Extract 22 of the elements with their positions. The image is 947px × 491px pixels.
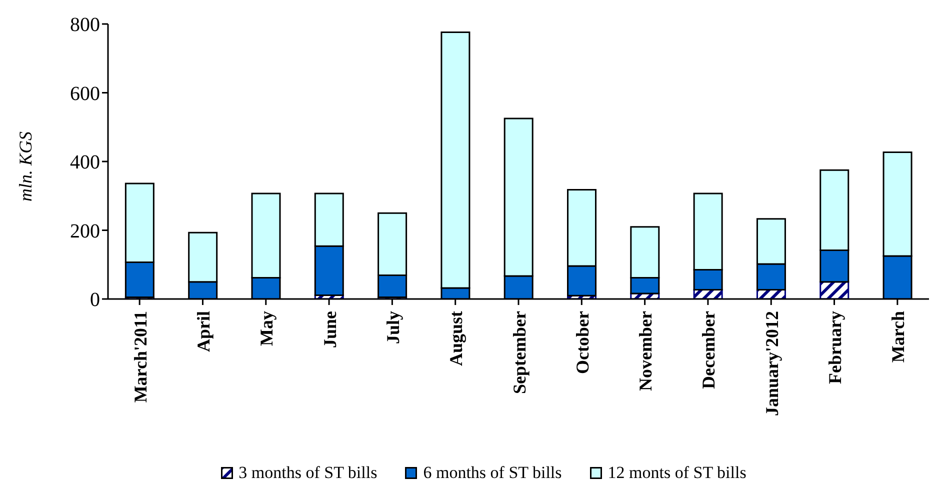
legend-label: 12 monts of ST bills (608, 463, 746, 483)
x-tick-label: November (636, 311, 656, 391)
x-tick-label: January'2012 (762, 311, 782, 416)
x-tick-label: February (825, 311, 846, 384)
y-tick-label: 400 (70, 152, 100, 174)
y-axis-title: mln. KGS (15, 131, 36, 202)
x-tick-label: April (194, 311, 214, 352)
y-tick-label: 800 (70, 14, 100, 36)
x-tick-label: July (382, 311, 403, 344)
x-tick-label: September (509, 310, 530, 394)
y-tick-label: 200 (70, 220, 100, 242)
x-tick-label: June (320, 310, 340, 348)
x-tick-label: August (446, 311, 466, 366)
x-tick-label: March'2011 (130, 311, 150, 403)
x-tick-label: March (888, 311, 908, 363)
x-tick-label: December (698, 310, 719, 389)
x-tick-label: May (256, 311, 277, 346)
y-tick-label: 0 (90, 289, 100, 312)
legend-label: 3 months of ST bills (238, 463, 378, 483)
x-tick-label: October (572, 311, 592, 374)
y-tick-label: 600 (70, 82, 100, 105)
legend-label: 6 months of ST bills (423, 463, 562, 483)
